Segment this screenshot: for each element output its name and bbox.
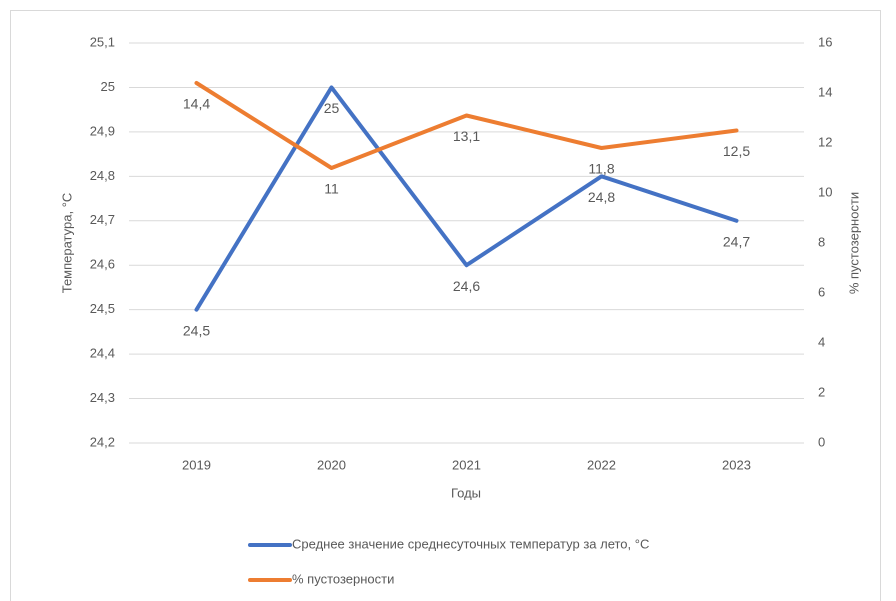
x-tick-label: 2021 (452, 457, 481, 472)
x-tick-label: 2019 (182, 457, 211, 472)
y-tick-label: 25,1 (90, 34, 115, 49)
data-label: 13,1 (453, 128, 480, 144)
x-tick-label: 2020 (317, 457, 346, 472)
y-tick-label: 24,6 (90, 257, 115, 272)
data-label: 11,8 (588, 161, 614, 177)
y2-tick-label: 2 (818, 384, 825, 399)
data-label: 25 (324, 100, 340, 116)
y2-tick-label: 12 (818, 134, 832, 149)
data-label: 24,7 (723, 233, 750, 249)
y2-tick-label: 14 (818, 84, 832, 99)
x-axis-label: Годы (451, 485, 481, 500)
data-label: 11 (324, 181, 339, 197)
y-axis-label: Температура, °C (59, 193, 74, 294)
y-tick-label: 24,3 (90, 390, 115, 405)
y-tick-label: 24,9 (90, 123, 115, 138)
y2-tick-label: 6 (818, 284, 825, 299)
y-tick-label: 24,8 (90, 168, 115, 183)
x-tick-label: 2022 (587, 457, 616, 472)
y-tick-label: 25 (101, 79, 115, 94)
data-label: 14,4 (183, 96, 210, 112)
data-label: 24,8 (588, 189, 615, 205)
y2-axis-label: % пустозерности (846, 192, 861, 294)
y2-tick-label: 0 (818, 434, 825, 449)
y2-tick-label: 10 (818, 184, 832, 199)
legend-label: % пустозерности (292, 571, 394, 586)
y-tick-label: 24,7 (90, 212, 115, 227)
y-tick-label: 24,5 (90, 301, 115, 316)
data-label: 12,5 (723, 143, 750, 159)
legend-label: Среднее значение среднесуточных температ… (292, 536, 649, 551)
data-label: 24,6 (453, 278, 480, 294)
series-line (194, 81, 739, 170)
y2-tick-label: 8 (818, 234, 825, 249)
chart-frame (10, 10, 881, 601)
y2-tick-label: 4 (818, 334, 825, 349)
y-tick-label: 24,4 (90, 346, 115, 361)
data-label: 24,5 (183, 322, 210, 338)
series-line (194, 85, 739, 312)
y2-tick-label: 16 (818, 34, 832, 49)
x-tick-label: 2023 (722, 457, 751, 472)
y-tick-label: 24,2 (90, 434, 115, 449)
